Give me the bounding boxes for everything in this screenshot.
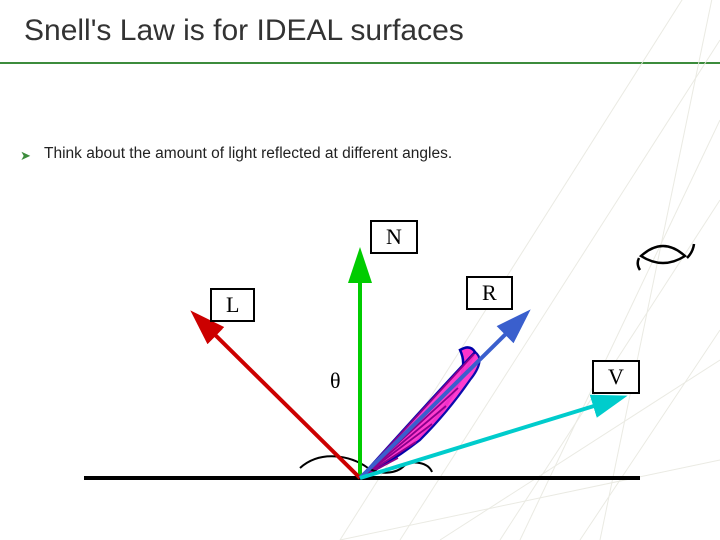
slide-title: Snell's Law is for IDEAL surfaces <box>24 14 464 48</box>
bullet-1: ➤ Think about the amount of light reflec… <box>44 144 604 165</box>
eye-icon <box>638 244 694 270</box>
label-V: V <box>592 360 640 394</box>
label-R: R <box>466 276 513 310</box>
label-L: L <box>210 288 255 322</box>
title-underline <box>0 62 720 64</box>
bullet-1-text: Think about the amount of light reflecte… <box>44 145 452 162</box>
view-vector <box>360 398 620 478</box>
label-N: N <box>370 220 418 254</box>
light-vector <box>196 316 360 478</box>
reflection-diagram <box>0 0 720 540</box>
reflection-lobe <box>300 347 479 478</box>
bullet-arrow-icon: ➤ <box>20 147 31 165</box>
reflected-vector <box>360 315 525 478</box>
label-theta: θ <box>330 368 341 394</box>
background-mesh <box>340 0 720 540</box>
slide-root: { "title": { "text": "Snell's Law is for… <box>0 0 720 540</box>
